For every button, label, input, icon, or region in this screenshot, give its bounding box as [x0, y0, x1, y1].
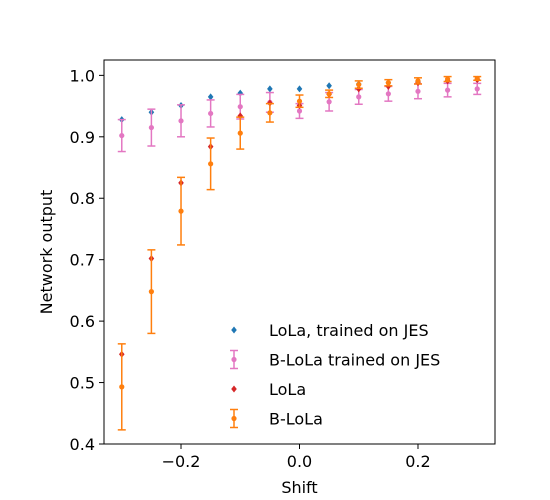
legend-item: B-LoLa — [230, 408, 323, 429]
data-point — [415, 88, 421, 94]
legend-marker — [231, 385, 237, 393]
data-point — [356, 81, 362, 88]
data-point — [178, 208, 184, 214]
legend-label: LoLa, trained on JES — [269, 321, 429, 340]
data-point — [385, 80, 391, 86]
y-tick-label: 0.9 — [70, 128, 95, 147]
data-point — [119, 132, 125, 139]
data-point — [445, 76, 451, 82]
data-point — [237, 130, 243, 136]
axis-ticks: −0.2 0.0 0.2 0.4 0.5 0.6 0.7 0.8 0.9 1.0 — [70, 66, 431, 471]
legend-item: B-LoLa trained on JES — [230, 349, 440, 370]
data-point — [385, 91, 391, 97]
data-point — [267, 85, 273, 93]
data-point — [474, 86, 480, 92]
y-tick-label: 0.8 — [70, 189, 95, 208]
legend-marker — [231, 356, 237, 363]
data-point — [178, 118, 184, 124]
legend-label: B-LoLa — [269, 410, 323, 429]
data-point — [119, 384, 125, 390]
y-tick-label: 0.4 — [70, 435, 95, 454]
series-3 — [117, 75, 482, 431]
data-point — [445, 87, 451, 93]
y-tick-label: 0.6 — [70, 312, 95, 331]
legend-label: B-LoLa trained on JES — [269, 351, 440, 370]
x-tick-label: −0.2 — [162, 452, 201, 471]
data-point — [207, 93, 214, 101]
data-point — [326, 91, 332, 97]
data-point — [474, 75, 480, 82]
plot-area — [117, 75, 482, 431]
data-point — [326, 99, 332, 105]
data-point — [148, 124, 154, 131]
x-axis-label: Shift — [281, 478, 317, 497]
data-point — [267, 110, 273, 116]
data-point — [208, 161, 214, 167]
y-tick-label: 1.0 — [70, 66, 95, 85]
data-point — [296, 85, 303, 93]
series-1 — [117, 82, 482, 153]
y-tick-label: 0.5 — [70, 374, 95, 393]
data-point — [296, 108, 303, 114]
legend: LoLa, trained on JES B-LoLa trained on JE… — [230, 321, 440, 429]
data-point — [208, 110, 214, 117]
y-axis-label: Network output — [37, 190, 56, 315]
legend-item: LoLa, trained on JES — [231, 321, 429, 340]
legend-label: LoLa — [269, 380, 306, 399]
legend-marker — [231, 326, 237, 334]
data-point — [326, 82, 332, 90]
legend-item: LoLa — [231, 380, 306, 399]
legend-marker — [231, 415, 237, 422]
x-tick-label: 0.0 — [287, 452, 312, 471]
data-point — [415, 78, 421, 84]
data-point — [296, 98, 303, 104]
x-tick-label: 0.2 — [405, 452, 430, 471]
data-point — [237, 104, 243, 110]
data-point — [356, 94, 362, 100]
data-point — [148, 289, 154, 295]
y-tick-label: 0.7 — [70, 251, 95, 270]
